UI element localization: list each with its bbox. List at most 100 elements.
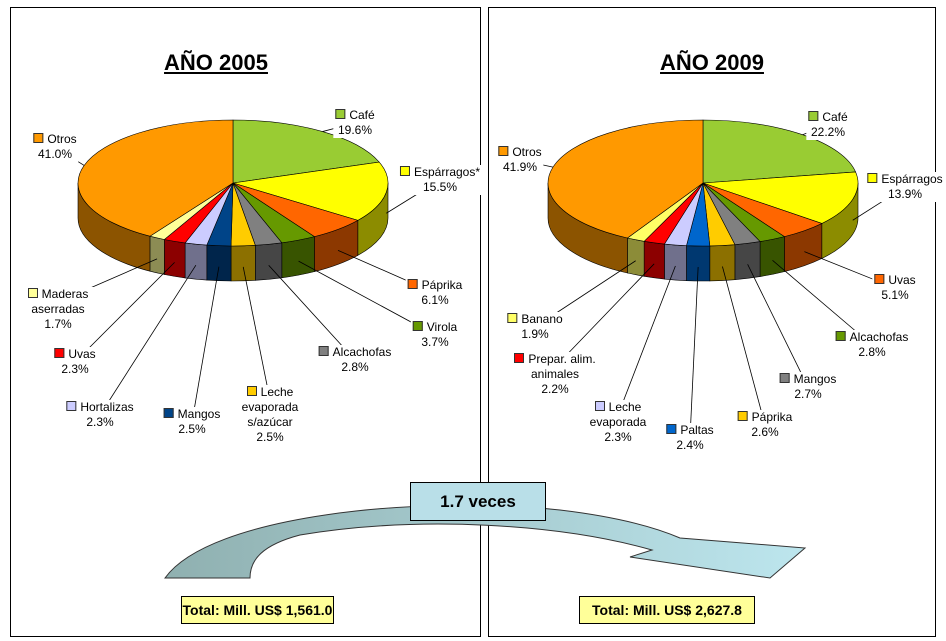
pie-side bbox=[734, 241, 761, 280]
data-label: Otros 41.9% bbox=[496, 145, 544, 175]
data-label: Banano 1.9% bbox=[505, 312, 565, 342]
leader-line bbox=[554, 263, 655, 368]
legend-marker bbox=[666, 424, 677, 434]
value-label: 2.5% bbox=[256, 430, 284, 444]
category-label: Espárragos* bbox=[413, 165, 481, 179]
value-label: 22.2% bbox=[810, 125, 846, 139]
data-label: Hortalizas 2.3% bbox=[64, 400, 136, 430]
leader-line bbox=[242, 266, 271, 401]
value-label: 3.7% bbox=[421, 335, 449, 349]
panel bbox=[488, 7, 936, 637]
legend-marker bbox=[498, 146, 509, 156]
growth-arrow bbox=[164, 504, 807, 579]
data-label: Uvas 2.3% bbox=[52, 347, 98, 377]
data-label: Uvas 5.1% bbox=[872, 273, 918, 303]
category-label: Uvas bbox=[888, 273, 916, 287]
category-label: Leche evaporada bbox=[589, 400, 647, 429]
leader-line bbox=[689, 266, 699, 439]
value-label: 2.2% bbox=[541, 382, 569, 396]
value-label: 2.7% bbox=[794, 387, 822, 401]
category-label: Prepar. alim. animales bbox=[528, 352, 596, 381]
data-label: Espárragos 13.9% bbox=[865, 172, 945, 202]
pie-side bbox=[149, 235, 165, 275]
pie-side bbox=[230, 245, 256, 282]
category-label: Banano bbox=[521, 312, 563, 326]
data-label: Leche evaporada s/azúcar 2.5% bbox=[232, 385, 308, 445]
leader-line bbox=[617, 265, 676, 416]
legend-marker bbox=[399, 166, 410, 176]
pie-side bbox=[164, 239, 186, 279]
pie-slice bbox=[232, 161, 389, 221]
pie-side bbox=[664, 243, 687, 281]
pie-side bbox=[627, 237, 645, 277]
chart-title: AÑO 2005 bbox=[164, 50, 268, 75]
category-label: Café bbox=[822, 110, 848, 124]
leader-line bbox=[99, 264, 197, 416]
leader-line bbox=[747, 264, 809, 388]
category-label: Alcachofas bbox=[332, 345, 392, 359]
value-label: 2.3% bbox=[604, 430, 632, 444]
value-label: 2.6% bbox=[751, 425, 779, 439]
value-label: 2.3% bbox=[86, 415, 114, 429]
category-label: Otros bbox=[47, 132, 77, 146]
value-label: 2.3% bbox=[61, 362, 89, 376]
legend-marker bbox=[808, 111, 819, 121]
value-label: 1.9% bbox=[521, 327, 549, 341]
legend-marker bbox=[27, 288, 38, 298]
category-label: Alcachofas bbox=[849, 330, 909, 344]
value-label: 1.7% bbox=[44, 317, 72, 331]
value-label: 15.5% bbox=[422, 180, 458, 194]
value-label: 2.4% bbox=[676, 438, 704, 452]
legend-marker bbox=[54, 348, 65, 358]
legend-marker bbox=[737, 411, 748, 421]
legend-marker bbox=[412, 321, 423, 331]
pie-slice bbox=[702, 171, 859, 224]
legend-marker bbox=[335, 109, 346, 119]
panel bbox=[10, 7, 481, 637]
pie-side bbox=[281, 236, 315, 279]
legend-marker bbox=[514, 353, 525, 363]
comparison-label: 1.7 veces bbox=[410, 482, 546, 521]
leader-line bbox=[268, 265, 356, 361]
category-label: Mangos bbox=[793, 372, 837, 386]
value-label: 2.8% bbox=[858, 345, 886, 359]
category-label: Espárragos bbox=[881, 172, 943, 186]
value-label: 13.9% bbox=[887, 187, 923, 201]
category-label: Páprika bbox=[751, 410, 793, 424]
total-label: Total: Mill. US$ 1,561.0 bbox=[181, 596, 334, 624]
pie-side bbox=[184, 242, 208, 281]
pie-side bbox=[255, 242, 283, 281]
data-label: Maderas aserradas 1.7% bbox=[16, 287, 100, 332]
pie-slice bbox=[702, 119, 857, 184]
value-label: 6.1% bbox=[421, 293, 449, 307]
data-label: Alcachofas 2.8% bbox=[316, 345, 394, 375]
legend-marker bbox=[163, 408, 174, 418]
data-label: Café 19.6% bbox=[333, 108, 377, 138]
category-label: Virola bbox=[426, 320, 458, 334]
data-label: Páprika 2.6% bbox=[735, 410, 795, 440]
category-label: Maderas aserradas bbox=[31, 287, 89, 316]
data-label: Virola 3.7% bbox=[410, 320, 460, 350]
total-label: Total: Mill. US$ 2,627.8 bbox=[579, 596, 755, 624]
data-label: Espárragos* 15.5% bbox=[397, 165, 483, 195]
data-label: Leche evaporada 2.3% bbox=[578, 400, 658, 445]
category-label: Páprika bbox=[421, 278, 463, 292]
legend-marker bbox=[507, 313, 518, 323]
pie-slice bbox=[77, 119, 234, 237]
legend-marker bbox=[66, 401, 77, 411]
pie-side bbox=[643, 240, 665, 280]
chart-title: AÑO 2009 bbox=[660, 50, 764, 75]
data-label: Café 22.2% bbox=[806, 110, 850, 140]
legend-marker bbox=[407, 279, 418, 289]
value-label: 2.8% bbox=[341, 360, 369, 374]
data-label: Prepar. alim. animales 2.2% bbox=[503, 352, 607, 397]
category-label: Mangos bbox=[177, 407, 221, 421]
value-label: 41.0% bbox=[37, 147, 73, 161]
legend-marker bbox=[318, 346, 329, 356]
category-label: Otros bbox=[512, 145, 542, 159]
pie-side bbox=[686, 245, 711, 282]
value-label: 41.9% bbox=[502, 160, 538, 174]
category-label: Uvas bbox=[68, 347, 96, 361]
